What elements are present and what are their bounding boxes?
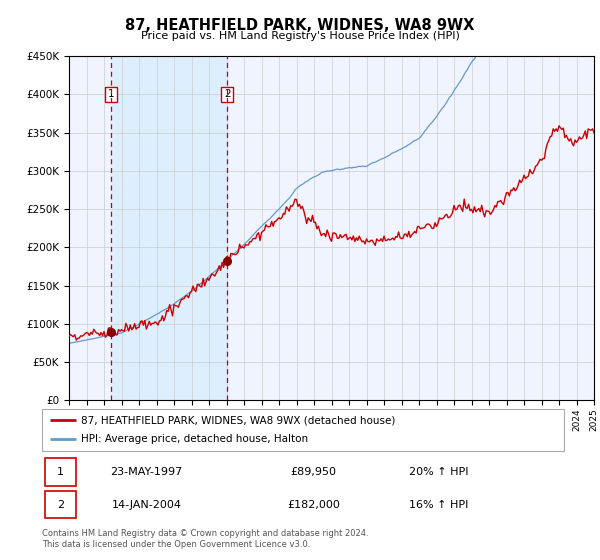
Text: 1: 1 bbox=[57, 467, 64, 477]
Text: 1: 1 bbox=[107, 89, 114, 99]
Bar bbox=[44, 491, 76, 518]
Text: 87, HEATHFIELD PARK, WIDNES, WA8 9WX (detached house): 87, HEATHFIELD PARK, WIDNES, WA8 9WX (de… bbox=[81, 415, 395, 425]
Text: 2: 2 bbox=[224, 89, 230, 99]
Text: £89,950: £89,950 bbox=[290, 467, 337, 477]
Text: Price paid vs. HM Land Registry's House Price Index (HPI): Price paid vs. HM Land Registry's House … bbox=[140, 31, 460, 41]
Text: 23-MAY-1997: 23-MAY-1997 bbox=[110, 467, 182, 477]
Bar bbox=[110, 56, 227, 400]
Text: 14-JAN-2004: 14-JAN-2004 bbox=[112, 500, 181, 510]
Text: £182,000: £182,000 bbox=[287, 500, 340, 510]
Bar bbox=[44, 459, 76, 486]
Text: 20% ↑ HPI: 20% ↑ HPI bbox=[409, 467, 469, 477]
Text: Contains HM Land Registry data © Crown copyright and database right 2024.: Contains HM Land Registry data © Crown c… bbox=[42, 529, 368, 538]
Text: This data is licensed under the Open Government Licence v3.0.: This data is licensed under the Open Gov… bbox=[42, 540, 310, 549]
Text: 87, HEATHFIELD PARK, WIDNES, WA8 9WX: 87, HEATHFIELD PARK, WIDNES, WA8 9WX bbox=[125, 18, 475, 33]
Text: 16% ↑ HPI: 16% ↑ HPI bbox=[409, 500, 469, 510]
Text: HPI: Average price, detached house, Halton: HPI: Average price, detached house, Halt… bbox=[81, 435, 308, 445]
Text: 2: 2 bbox=[57, 500, 64, 510]
